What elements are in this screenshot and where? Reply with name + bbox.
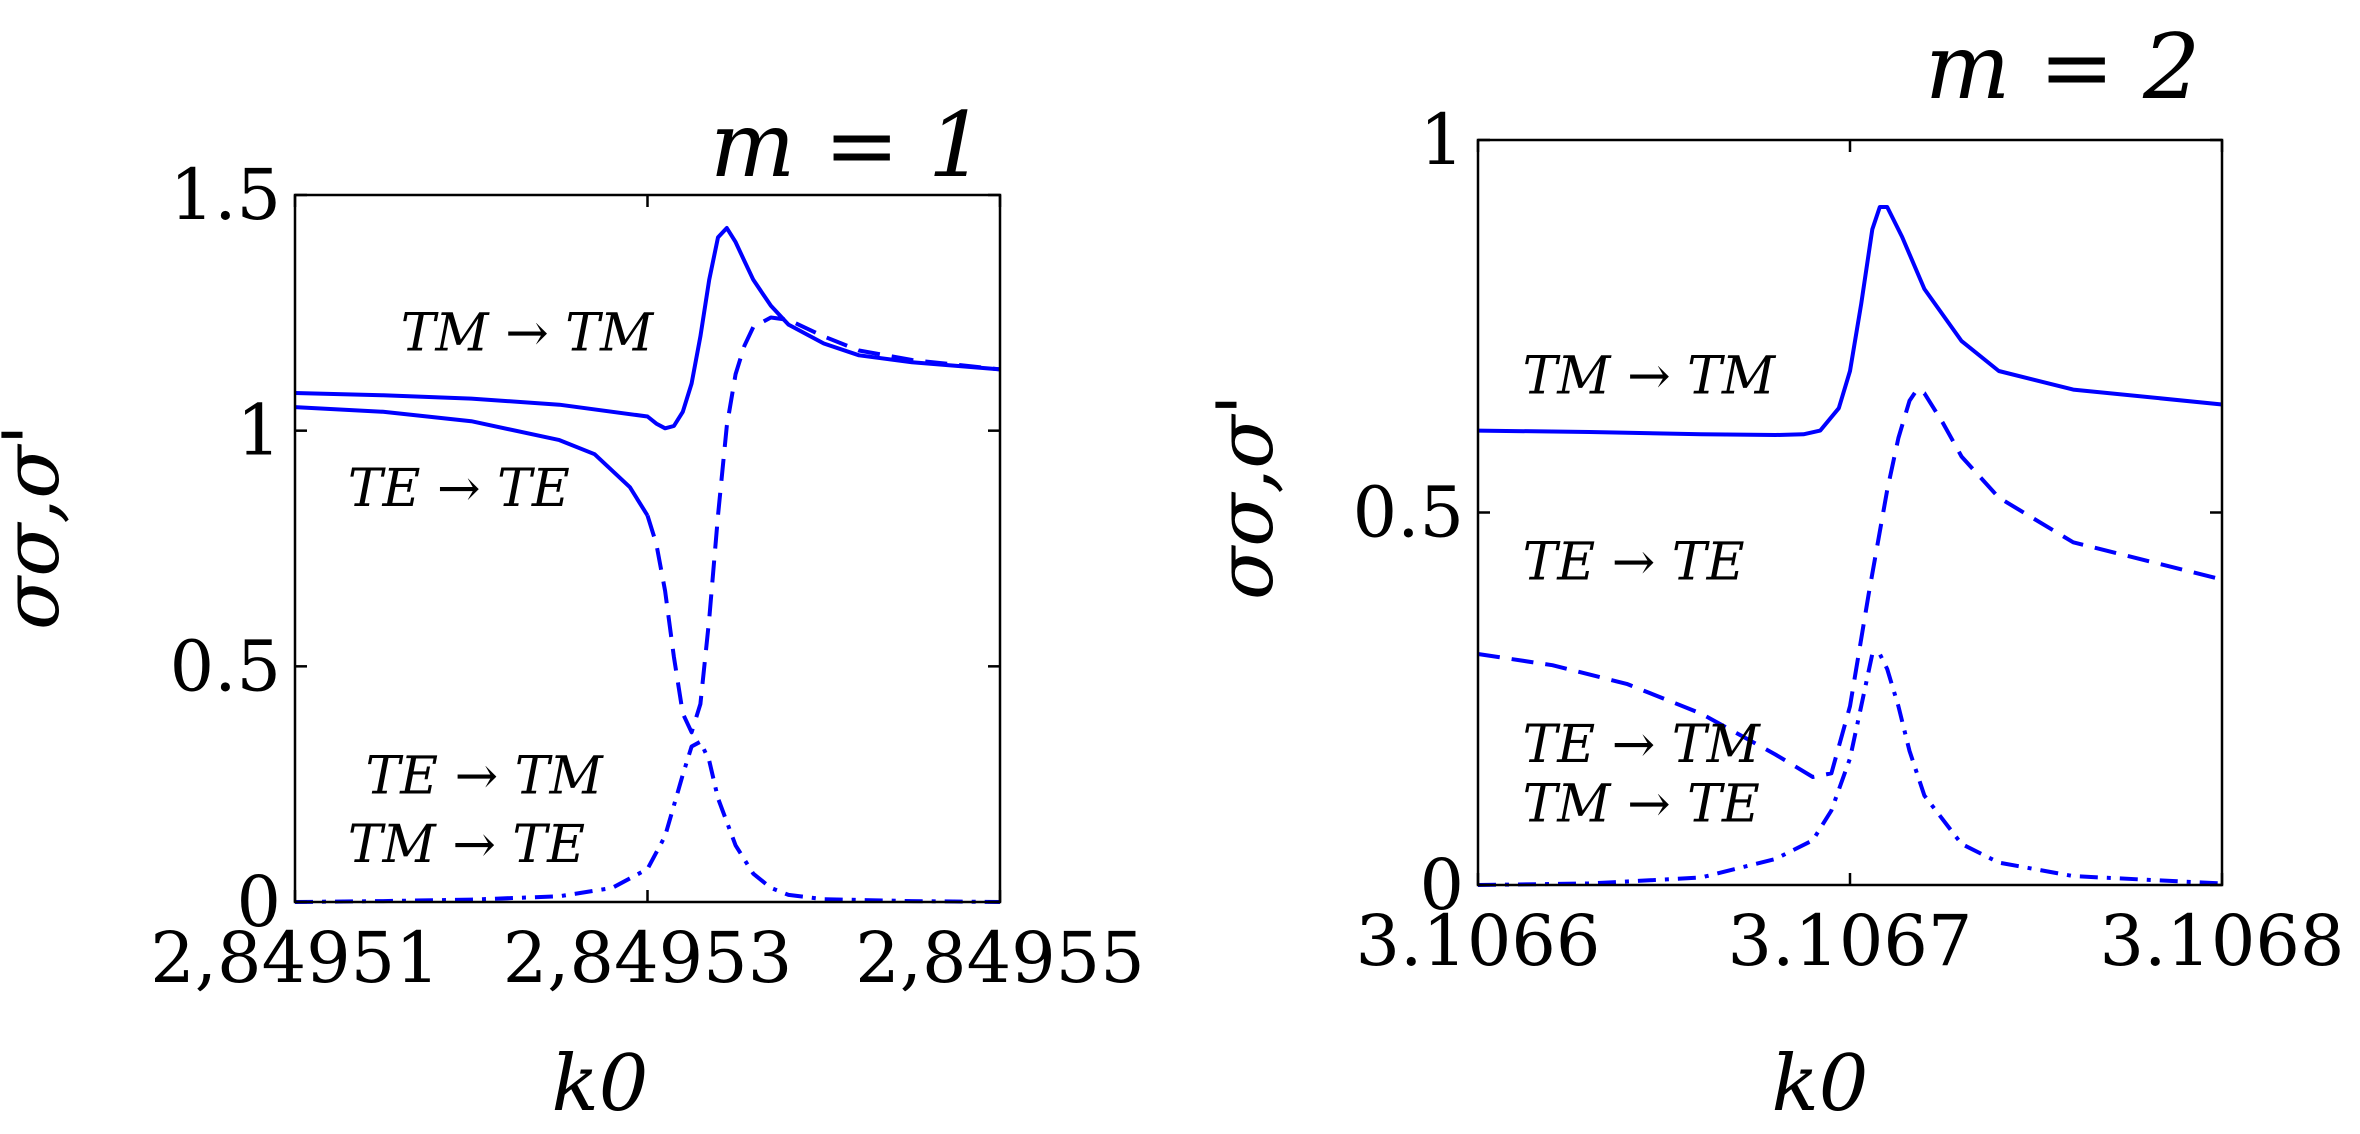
y-tick-label: 0.5 <box>170 625 281 707</box>
x-tick-label: 2,84953 <box>503 917 792 999</box>
plot-area: 0 0.5 1 3.1066 3.1067 3.1068 TM → TM TE → TE TE … <box>1353 99 2345 982</box>
y-axis-label: σσ,σ' <box>1201 394 1291 600</box>
curve-annotation: TM → TM <box>401 304 655 364</box>
panel-m2: m = 2 σσ,σ' k0 0 0.5 1 3.1066 3.1067 3.1068 TM… <box>1201 15 2344 1129</box>
x-tick-label: 3.1066 <box>1356 900 1601 982</box>
y-tick-label: 0.5 <box>1353 472 1464 554</box>
y-tick-label: 1 <box>236 390 281 472</box>
y-tick-label: 0 <box>1419 844 1464 926</box>
series-line <box>294 226 1001 431</box>
curve-annotation: TE → TM <box>366 747 605 807</box>
y-axis-label: σσ,σ' <box>0 424 77 630</box>
series-line <box>1477 387 2223 779</box>
y-tick-label: 0 <box>236 861 281 943</box>
y-axis-label-text: σσ,σ' <box>0 424 77 630</box>
curve-annotation: TM → TE <box>348 815 585 875</box>
curve-annotation: TE → TE <box>1523 533 1745 593</box>
series-line <box>645 315 1001 735</box>
series-line <box>1477 652 2223 887</box>
x-tick-label: 2,84955 <box>855 917 1144 999</box>
x-tick-label: 2,84951 <box>150 917 439 999</box>
x-tick-label: 3.1068 <box>2100 900 2345 982</box>
series-line <box>294 739 1001 904</box>
y-axis-label-text: σσ,σ' <box>1201 394 1291 600</box>
curve-annotation: TE → TE <box>348 459 570 519</box>
panel-title: m = 1 <box>710 93 985 198</box>
x-axis-label: k0 <box>1772 1039 1869 1129</box>
curve-annotation: TM → TM <box>1523 346 1777 406</box>
panel-title: m = 2 <box>1925 15 2200 120</box>
x-tick-label: 3.1067 <box>1728 900 1973 982</box>
plot-area: 0 0.5 1 1.5 2,84951 2,84953 2,84955 TM → TM TE →… <box>150 154 1144 999</box>
series-line <box>1477 205 2223 437</box>
y-tick-label: 1.5 <box>170 154 281 236</box>
curve-annotation: TE → TM <box>1523 715 1762 775</box>
curve-annotation: TM → TE <box>1523 775 1760 835</box>
y-tick-label: 1 <box>1419 99 1464 181</box>
panel-m1: m = 1 σσ,σ' k0 0 0.5 1 1.5 2,84951 2,84953 2,8… <box>0 93 1145 1129</box>
series-line <box>294 405 650 517</box>
x-axis-label: k0 <box>552 1039 649 1129</box>
